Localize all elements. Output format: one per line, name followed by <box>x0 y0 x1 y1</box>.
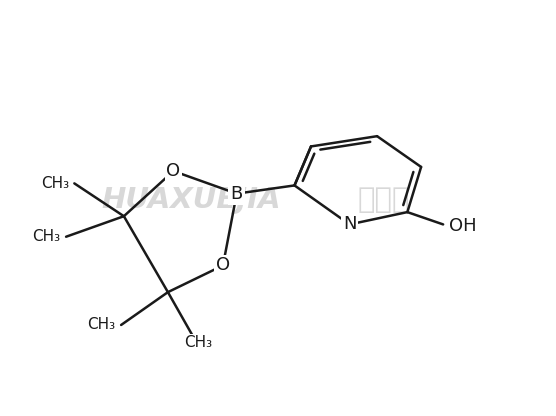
Text: CH₃: CH₃ <box>184 334 212 349</box>
Text: B: B <box>231 185 243 203</box>
Text: 化学加: 化学加 <box>358 186 410 214</box>
Text: O: O <box>166 162 181 180</box>
Text: CH₃: CH₃ <box>87 317 116 332</box>
Text: O: O <box>216 256 230 275</box>
Text: OH: OH <box>449 218 476 235</box>
Text: HUAXUEJIA: HUAXUEJIA <box>102 186 281 214</box>
Text: N: N <box>343 215 356 233</box>
Text: CH₃: CH₃ <box>32 229 61 244</box>
Text: CH₃: CH₃ <box>41 176 69 191</box>
